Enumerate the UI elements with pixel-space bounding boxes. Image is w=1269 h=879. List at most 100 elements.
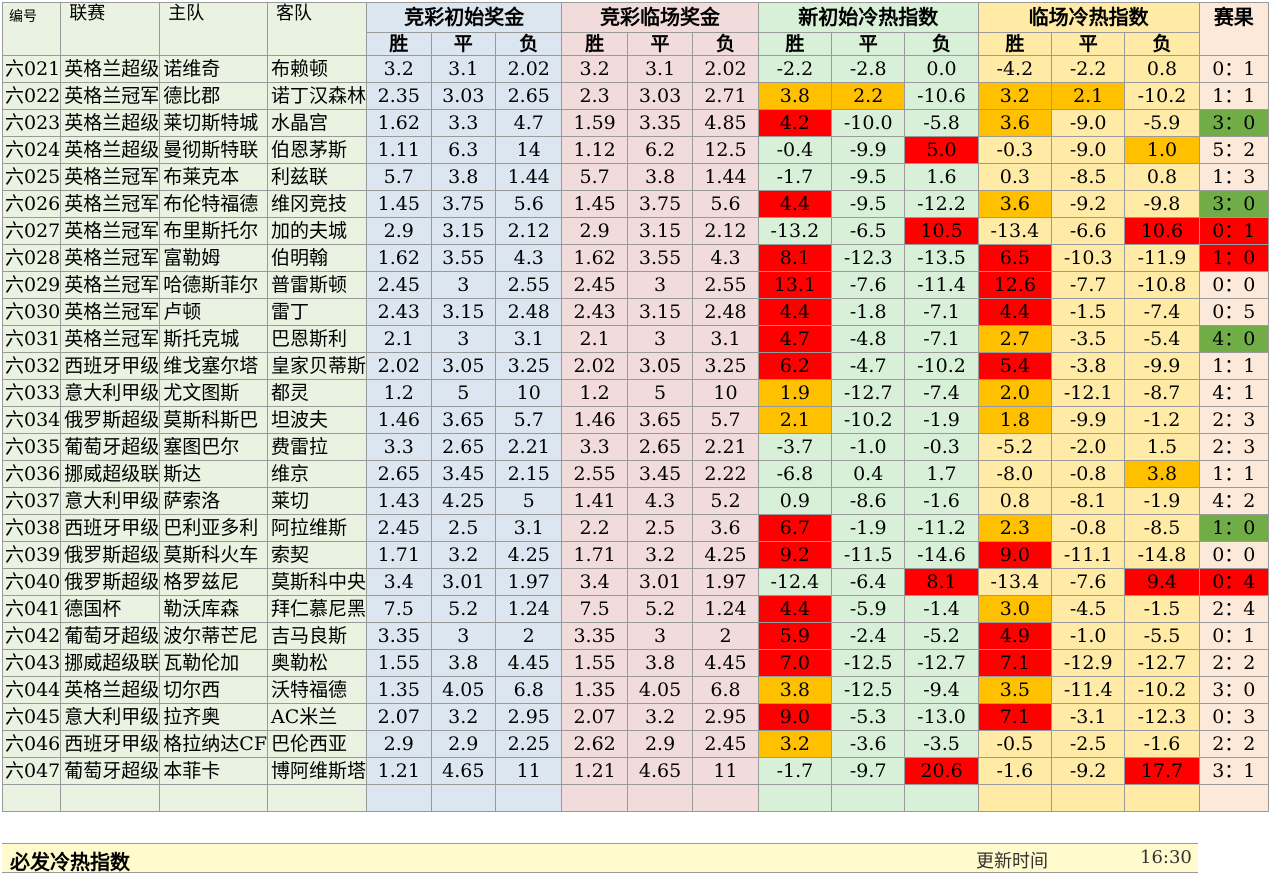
initial-odds-draw: 4.05 <box>430 676 497 704</box>
empty-cell[interactable] <box>1 784 62 812</box>
closing-index-win: -0.5 <box>977 730 1053 758</box>
empty-cell[interactable] <box>495 784 563 812</box>
initial-odds-draw: 2.5 <box>430 514 497 542</box>
table-row: 六044 英格兰超级 切尔西 沃特福德 1.35 4.05 6.8 1.35 4.05 6.8 3.… <box>1 676 1269 704</box>
empty-cell[interactable] <box>1198 784 1269 812</box>
match-id: 六041 <box>1 595 62 623</box>
new-initial-index-draw: -8.6 <box>831 487 906 515</box>
new-initial-index-win: 1.9 <box>757 379 833 407</box>
closing-odds-lose: 6.8 <box>692 676 759 704</box>
empty-cell[interactable] <box>831 784 906 812</box>
header-new-initial-index: 新初始冷热指数 <box>757 2 979 33</box>
match-result: 2：3 <box>1198 406 1269 434</box>
new-initial-index-lose: -7.1 <box>904 298 979 326</box>
closing-odds-draw: 2.9 <box>626 730 694 758</box>
sub-win: 胜 <box>977 32 1053 56</box>
initial-odds-lose: 6.8 <box>495 676 563 704</box>
match-result: 1：1 <box>1198 82 1269 110</box>
new-initial-index-lose: -1.6 <box>904 487 979 515</box>
closing-odds-lose: 5.6 <box>692 190 759 218</box>
new-initial-index-win: -2.2 <box>757 55 833 83</box>
new-initial-index-lose: -11.4 <box>904 271 979 299</box>
sub-draw: 平 <box>831 32 906 56</box>
table-row: 六036 挪威超级联 斯达 维京 2.65 3.45 2.15 2.55 3.45 2.22 -6.… <box>1 460 1269 488</box>
empty-cell[interactable] <box>430 784 497 812</box>
initial-odds-win: 2.9 <box>366 730 432 758</box>
new-initial-index-win: 4.4 <box>757 190 833 218</box>
new-initial-index-draw: -12.5 <box>831 649 906 677</box>
closing-odds-lose: 2 <box>692 622 759 650</box>
empty-cell[interactable] <box>159 784 269 812</box>
empty-cell[interactable] <box>1051 784 1126 812</box>
empty-cell[interactable] <box>977 784 1053 812</box>
new-initial-index-draw: -2.4 <box>831 622 906 650</box>
home-team: 诺维奇 <box>159 55 269 83</box>
home-team: 勒沃库森 <box>159 595 269 623</box>
match-id: 六039 <box>1 541 62 569</box>
new-initial-index-lose: -10.6 <box>904 82 979 110</box>
closing-odds-draw: 3.75 <box>626 190 694 218</box>
new-initial-index-draw: -11.5 <box>831 541 906 569</box>
match-id: 六037 <box>1 487 62 515</box>
match-result: 1：0 <box>1198 514 1269 542</box>
empty-cell[interactable] <box>692 784 759 812</box>
away-team: 维京 <box>267 460 368 488</box>
empty-cell[interactable] <box>60 784 161 812</box>
match-id: 六032 <box>1 352 62 380</box>
initial-odds-win: 7.5 <box>366 595 432 623</box>
closing-odds-win: 1.21 <box>561 757 628 785</box>
closing-odds-lose: 2.55 <box>692 271 759 299</box>
empty-cell[interactable] <box>1124 784 1200 812</box>
match-id: 六030 <box>1 298 62 326</box>
initial-odds-win: 1.43 <box>366 487 432 515</box>
table-row: 六022 英格兰冠军 德比郡 诺丁汉森林 2.35 3.03 2.65 2.3 3.03 2.71… <box>1 82 1269 110</box>
new-initial-index-draw: -1.9 <box>831 514 906 542</box>
closing-odds-draw: 3 <box>626 325 694 353</box>
sub-lose: 负 <box>495 32 563 56</box>
new-initial-index-win: -6.8 <box>757 460 833 488</box>
empty-cell[interactable] <box>626 784 694 812</box>
closing-index-draw: -9.2 <box>1051 757 1126 785</box>
initial-odds-win: 1.62 <box>366 109 432 137</box>
closing-index-draw: -11.4 <box>1051 676 1126 704</box>
away-team: 利兹联 <box>267 163 368 191</box>
empty-cell[interactable] <box>757 784 833 812</box>
initial-odds-lose: 2 <box>495 622 563 650</box>
league: 英格兰冠军 <box>60 190 161 218</box>
new-initial-index-win: -0.4 <box>757 136 833 164</box>
initial-odds-win: 2.45 <box>366 271 432 299</box>
footer-title: 必发冷热指数 <box>10 850 130 874</box>
league: 英格兰冠军 <box>60 271 161 299</box>
initial-odds-win: 3.2 <box>366 55 432 83</box>
closing-index-lose: -10.2 <box>1124 82 1200 110</box>
league: 葡萄牙超级 <box>60 757 161 785</box>
initial-odds-win: 1.55 <box>366 649 432 677</box>
initial-odds-draw: 5.2 <box>430 595 497 623</box>
initial-odds-win: 3.35 <box>366 622 432 650</box>
new-initial-index-win: -1.7 <box>757 757 833 785</box>
new-initial-index-lose: -14.6 <box>904 541 979 569</box>
closing-index-win: 3.2 <box>977 82 1053 110</box>
empty-cell[interactable] <box>366 784 432 812</box>
empty-cell[interactable] <box>561 784 628 812</box>
match-result: 4：0 <box>1198 325 1269 353</box>
new-initial-index-win: 9.2 <box>757 541 833 569</box>
empty-cell[interactable] <box>267 784 368 812</box>
header-initial-odds: 竞彩初始奖金 <box>366 2 563 33</box>
match-result: 4：1 <box>1198 379 1269 407</box>
closing-odds-win: 2.2 <box>561 514 628 542</box>
new-initial-index-lose: -13.5 <box>904 244 979 272</box>
closing-odds-win: 2.3 <box>561 82 628 110</box>
closing-index-lose: -8.7 <box>1124 379 1200 407</box>
closing-index-draw: -12.9 <box>1051 649 1126 677</box>
empty-cell[interactable] <box>904 784 979 812</box>
new-initial-index-win: 4.7 <box>757 325 833 353</box>
table-row: 六030 英格兰冠军 卢顿 雷丁 2.43 3.15 2.48 2.43 3.15 2.48 4.4… <box>1 298 1269 326</box>
closing-index-draw: -2.0 <box>1051 433 1126 461</box>
header-closing-odds: 竞彩临场奖金 <box>561 2 759 33</box>
new-initial-index-win: 3.8 <box>757 82 833 110</box>
initial-odds-draw: 2.9 <box>430 730 497 758</box>
initial-odds-draw: 4.25 <box>430 487 497 515</box>
initial-odds-win: 5.7 <box>366 163 432 191</box>
new-initial-index-draw: -12.7 <box>831 379 906 407</box>
